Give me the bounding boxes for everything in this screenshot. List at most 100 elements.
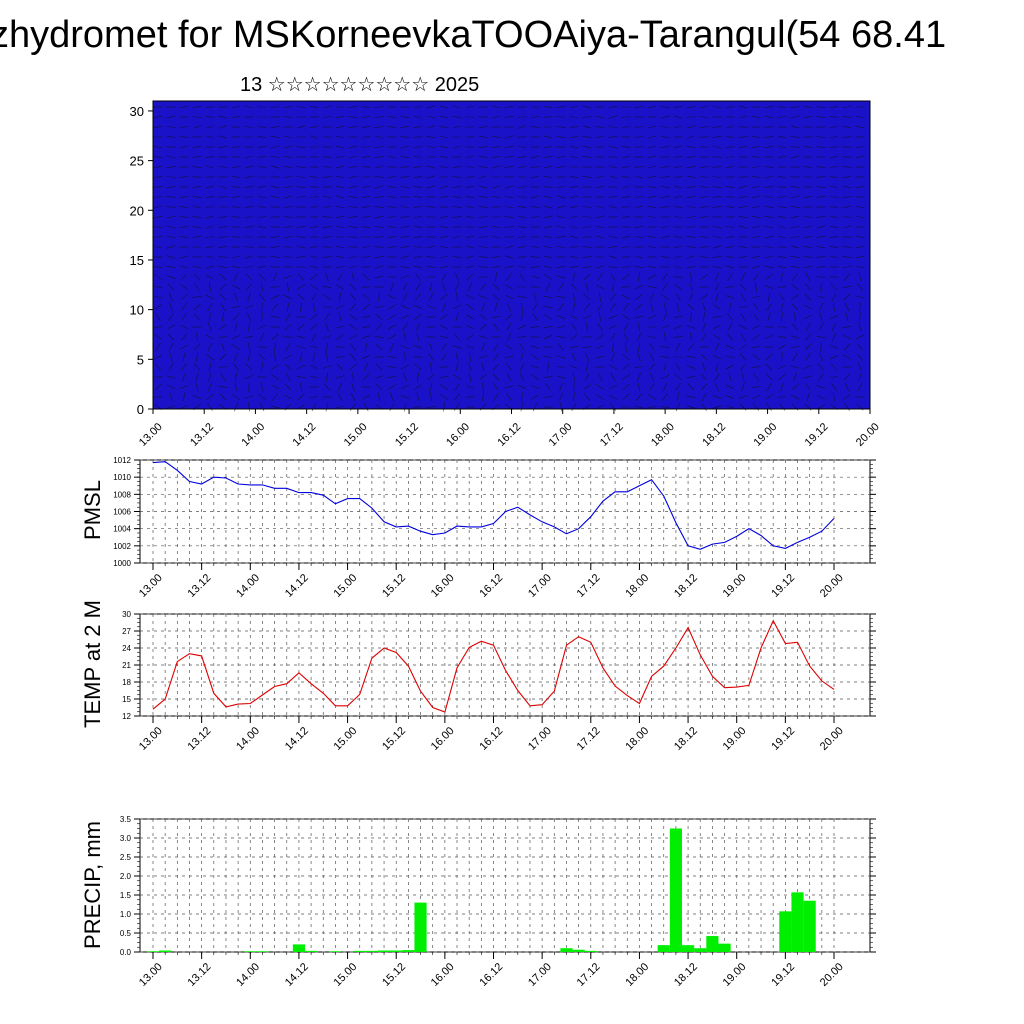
y-axis-title: PRECIP, mm — [80, 821, 105, 949]
precip-bar — [256, 951, 269, 952]
x-tick-label: 20.00 — [818, 961, 846, 989]
plot-frame — [139, 818, 871, 953]
x-tick-label: 17.00 — [526, 572, 554, 600]
x-tick-label: 18.00 — [649, 421, 677, 449]
y-tick-label: 2.0 — [120, 872, 132, 881]
precip-bar — [402, 950, 415, 952]
x-tick-label: 19.12 — [803, 421, 831, 449]
x-tick-label: 14.00 — [239, 421, 267, 449]
x-tick-label: 15.00 — [331, 961, 359, 989]
wind-barbs — [153, 105, 865, 412]
precip-bar — [791, 892, 804, 952]
y-tick-label: 5 — [137, 352, 144, 367]
x-tick-label: 18.00 — [623, 572, 651, 600]
y-tick-label: 1012 — [113, 456, 131, 465]
precip-bar — [146, 951, 160, 952]
y-tick-label: 15 — [122, 695, 131, 704]
x-tick-label: 15.12 — [380, 725, 408, 753]
precip-bar — [584, 950, 597, 952]
x-tick-label: 16.00 — [429, 961, 457, 989]
y-tick-label: 1002 — [113, 542, 131, 551]
y-tick-label: 1.5 — [120, 891, 132, 900]
x-tick-label: 15.00 — [331, 572, 359, 600]
x-tick-label: 19.00 — [721, 572, 749, 600]
precip-bar — [377, 950, 391, 952]
precip-bar — [353, 950, 366, 952]
precip-bar — [159, 950, 172, 952]
y-tick-label: 1004 — [113, 525, 131, 534]
precip-bar — [572, 949, 585, 952]
x-tick-label: 18.00 — [623, 961, 651, 989]
x-tick-label: 18.00 — [623, 725, 651, 753]
y-tick-label: 24 — [122, 644, 131, 653]
chart-title: zhydromet for MSKorneevkaTOOAiya-Tarangu… — [0, 14, 947, 56]
x-tick-label: 17.00 — [547, 421, 575, 449]
y-tick-label: 20 — [130, 203, 144, 218]
x-tick-label: 13.12 — [186, 961, 214, 989]
x-tick-label: 16.12 — [495, 421, 523, 449]
x-tick-label: 20.00 — [854, 421, 882, 449]
x-tick-label: 13.00 — [137, 725, 165, 753]
y-tick-label: 2.5 — [120, 853, 132, 862]
y-tick-label: 27 — [122, 627, 131, 636]
x-tick-label: 18.12 — [700, 421, 728, 449]
x-tick-label: 18.12 — [672, 572, 700, 600]
series-line — [152, 619, 835, 713]
x-tick-label: 15.00 — [331, 725, 359, 753]
chart-subtitle: 13 ☆☆☆☆☆☆☆☆☆ 2025 — [240, 74, 480, 96]
x-tick-label: 16.12 — [477, 725, 505, 753]
precip-bar — [329, 951, 342, 952]
x-tick-label: 13.00 — [137, 961, 165, 989]
y-axis-title: PMSL — [80, 480, 105, 540]
precip-bar — [244, 951, 257, 952]
precip-bar — [706, 936, 719, 952]
series-line — [152, 461, 835, 550]
y-tick-label: 1010 — [113, 473, 131, 482]
precip-bar — [414, 902, 427, 952]
precip-bar — [718, 943, 731, 952]
x-tick-label: 14.12 — [283, 725, 311, 753]
x-tick-label: 19.00 — [721, 725, 749, 753]
x-tick-label: 14.00 — [234, 725, 262, 753]
x-tick-label: 17.00 — [526, 961, 554, 989]
y-tick-label: 1006 — [113, 508, 131, 517]
y-tick-label: 0 — [137, 402, 144, 417]
precip-bar — [779, 911, 792, 952]
x-tick-label: 19.00 — [751, 421, 779, 449]
y-tick-label: 18 — [122, 678, 131, 687]
heatmap-field — [153, 101, 870, 409]
x-tick-label: 13.12 — [188, 421, 216, 449]
y-tick-label: 1008 — [113, 490, 131, 499]
y-tick-label: 1.0 — [120, 910, 132, 919]
y-tick-label: 0.5 — [120, 929, 132, 938]
x-tick-label: 20.00 — [818, 725, 846, 753]
x-tick-label: 14.12 — [283, 572, 311, 600]
precip-bar — [681, 945, 695, 952]
x-tick-label: 17.12 — [575, 725, 603, 753]
x-tick-label: 14.12 — [283, 961, 311, 989]
y-tick-label: 25 — [130, 154, 144, 169]
x-tick-label: 17.00 — [526, 725, 554, 753]
y-axis-title: TEMP at 2 M — [80, 600, 105, 728]
grid — [140, 818, 870, 953]
y-tick-label: 12 — [122, 712, 131, 721]
y-tick-label: 10 — [130, 303, 144, 318]
y-tick-label: 1000 — [113, 559, 131, 568]
x-tick-label: 14.00 — [234, 961, 262, 989]
x-tick-label: 19.12 — [769, 725, 797, 753]
x-tick-label: 18.12 — [672, 725, 700, 753]
pmsl-panel: 1000 1002 1004 1006 1008 1010 1012 13.00 13.12 14… — [80, 456, 876, 600]
x-tick-label: 15.12 — [380, 961, 408, 989]
precip-bar — [292, 944, 306, 952]
precip-bar — [694, 948, 707, 952]
precip-bar — [305, 950, 318, 952]
x-tick-label: 15.12 — [393, 421, 421, 449]
x-tick-label: 13.12 — [186, 725, 214, 753]
x-tick-label: 13.12 — [186, 572, 214, 600]
precip-mm-panel: 0.0 0.5 1.0 1.5 2.0 2.5 3.0 3.5 13.00 13.12 14.00 1… — [80, 815, 876, 989]
heatmap-panel: 0 5 10 15 20 25 30 13.00 13.12 14.00 14.12 15.00 15.… — [130, 100, 882, 449]
x-tick-label: 16.12 — [477, 961, 505, 989]
x-tick-label: 16.12 — [477, 572, 505, 600]
x-tick-label: 19.12 — [769, 961, 797, 989]
